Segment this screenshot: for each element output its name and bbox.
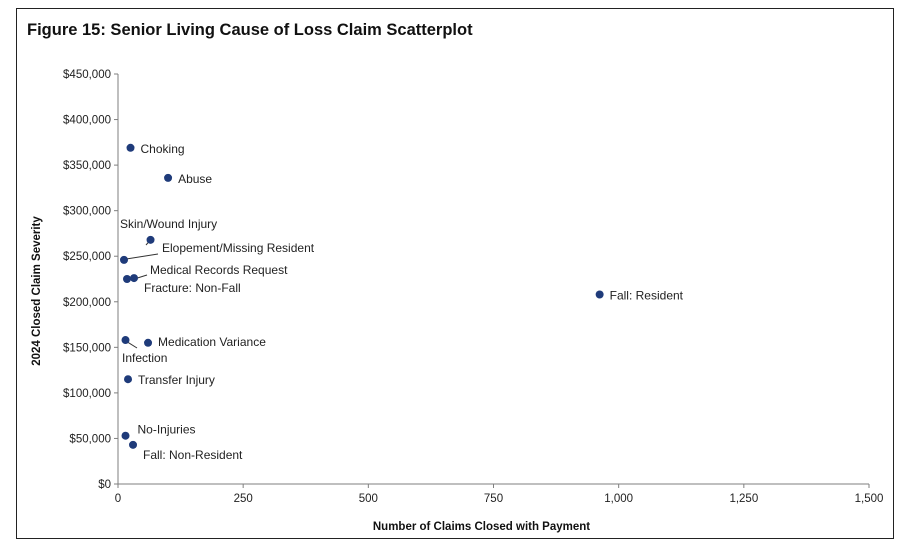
x-tick-label: 1,250 — [729, 493, 758, 505]
x-tick-label: 1,000 — [604, 493, 633, 505]
leader-line — [126, 253, 159, 260]
data-label: Fall: Resident — [610, 288, 684, 302]
chart-frame: Figure 15: Senior Living Cause of Loss C… — [16, 8, 894, 539]
data-label: Medical Records Request — [150, 263, 288, 277]
data-label: Choking — [141, 142, 185, 156]
x-tick-label: 250 — [234, 493, 253, 505]
data-point — [121, 336, 130, 345]
data-point — [144, 338, 153, 347]
data-label: Transfer Injury — [138, 373, 215, 387]
y-tick-label: $400,000 — [63, 115, 111, 127]
data-point — [120, 255, 129, 264]
data-point — [130, 274, 139, 283]
y-tick-label: $200,000 — [63, 297, 111, 309]
leader-line — [136, 274, 148, 279]
data-point — [124, 375, 133, 384]
y-tick-label: $350,000 — [63, 160, 111, 172]
y-tick-label: $250,000 — [63, 251, 111, 263]
data-label: Elopement/Missing Resident — [162, 241, 315, 255]
data-label: No-Injuries — [138, 423, 196, 437]
x-tick-label: 0 — [115, 493, 121, 505]
y-tick-label: $450,000 — [63, 69, 111, 81]
data-point — [129, 440, 138, 449]
data-label: Skin/Wound Injury — [120, 217, 217, 231]
data-label: Infection — [122, 351, 167, 365]
y-tick-label: $300,000 — [63, 206, 111, 218]
data-label: Fracture: Non-Fall — [144, 281, 241, 295]
data-point — [126, 143, 135, 152]
data-label: Abuse — [178, 172, 212, 186]
chart-title: Figure 15: Senior Living Cause of Loss C… — [27, 21, 473, 39]
data-point — [164, 173, 173, 182]
data-label: Fall: Non-Resident — [143, 448, 243, 462]
leader-line — [127, 341, 138, 349]
data-point — [121, 431, 130, 440]
data-point — [595, 290, 604, 299]
x-tick-label: 500 — [359, 493, 378, 505]
y-tick-label: $150,000 — [63, 342, 111, 354]
y-tick-label: $0 — [98, 479, 111, 491]
x-tick-label: 1,500 — [855, 493, 884, 505]
y-axis-title: 2024 Closed Claim Severity — [31, 216, 43, 366]
x-tick-label: 750 — [484, 493, 503, 505]
y-tick-label: $100,000 — [63, 388, 111, 400]
data-point — [123, 275, 132, 283]
data-label: Medication Variance — [158, 335, 266, 349]
x-axis-title: Number of Claims Closed with Payment — [373, 521, 590, 533]
data-point — [146, 235, 155, 244]
y-tick-label: $50,000 — [69, 433, 111, 445]
